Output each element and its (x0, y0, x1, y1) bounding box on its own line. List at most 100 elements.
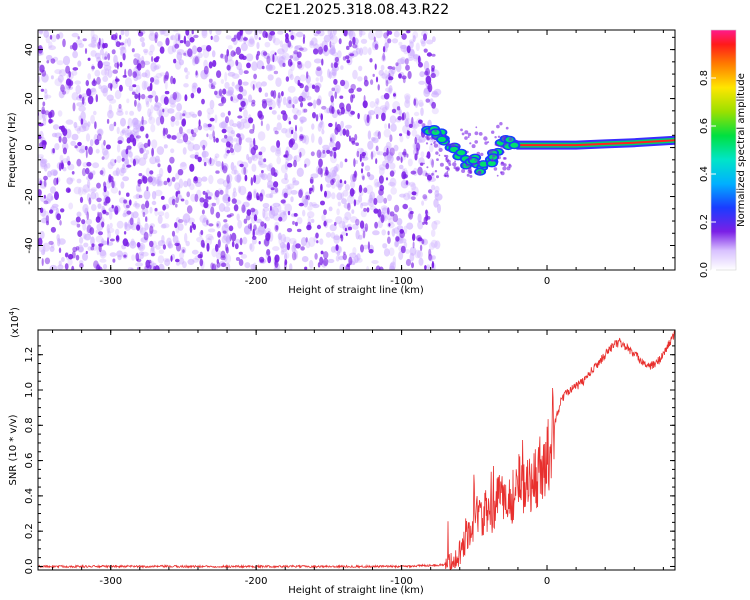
spectrogram-x-label: Height of straight line (km) (288, 285, 424, 296)
snr-scale-suffix: ) (10, 307, 21, 311)
noise-haze (100, 85, 109, 94)
noise-haze (116, 126, 120, 135)
noise-haze (83, 242, 89, 248)
noise-speck (321, 58, 324, 66)
noise-speck (401, 33, 407, 40)
noise-speck (115, 41, 121, 48)
noise-haze (215, 160, 222, 167)
noise-haze (384, 100, 390, 111)
noise-haze (54, 143, 60, 151)
noise-speck (166, 177, 171, 183)
noise-speck (243, 70, 249, 74)
noise-speck (415, 142, 420, 151)
noise-haze (151, 260, 155, 270)
noise-speck (216, 70, 222, 78)
noise-speck (194, 154, 199, 160)
noise-speck (163, 96, 169, 105)
noise-haze (178, 178, 184, 189)
noise-haze (131, 254, 136, 261)
noise-speck (378, 266, 384, 270)
noise-haze (376, 97, 380, 106)
noise-speck (214, 190, 220, 198)
noise-haze (365, 184, 374, 195)
noise-haze (143, 189, 151, 200)
noise-speck (278, 216, 283, 222)
noise-haze (359, 31, 366, 36)
noise-speck (410, 196, 416, 201)
noise-haze (374, 101, 378, 108)
signal-speck (494, 136, 497, 139)
noise-haze (383, 248, 390, 257)
noise-haze (104, 68, 110, 77)
noise-speck (142, 211, 146, 218)
noise-haze (340, 120, 344, 129)
signal-speck (472, 162, 476, 166)
noise-speck (356, 87, 362, 92)
noise-speck (299, 83, 304, 89)
signal-speck (434, 129, 437, 133)
noise-speck (71, 171, 75, 175)
colorbar-tick-label: 0.2 (699, 214, 710, 230)
noise-haze (433, 88, 442, 96)
noise-haze (364, 165, 371, 172)
noise-speck (138, 194, 143, 199)
noise-haze (432, 36, 436, 43)
noise-haze (176, 261, 180, 266)
noise-speck (145, 133, 149, 139)
noise-haze (193, 127, 199, 134)
noise-haze (51, 203, 59, 208)
signal-speck (505, 126, 509, 130)
signal-speck (430, 143, 433, 146)
noise-haze (192, 55, 201, 65)
noise-haze (202, 157, 210, 164)
noise-haze (50, 75, 54, 80)
noise-speck (403, 148, 407, 158)
noise-speck (171, 176, 176, 182)
x-tick-label: 0 (544, 276, 550, 287)
noise-speck (400, 156, 403, 163)
noise-haze (265, 123, 270, 131)
noise-haze (283, 236, 291, 243)
noise-haze (391, 38, 399, 44)
noise-haze (176, 132, 181, 140)
noise-haze (90, 191, 97, 200)
noise-speck (62, 147, 67, 155)
noise-speck (199, 251, 203, 259)
noise-haze (368, 110, 375, 116)
noise-speck (345, 129, 350, 138)
noise-speck (79, 196, 84, 203)
noise-speck (346, 45, 350, 51)
noise-speck (252, 228, 255, 238)
noise-haze (179, 161, 187, 171)
noise-haze (85, 218, 93, 225)
noise-haze (62, 55, 71, 66)
noise-speck (58, 136, 62, 143)
noise-speck (235, 257, 241, 261)
noise-speck (193, 176, 198, 182)
noise-haze (331, 66, 337, 77)
noise-haze (138, 251, 145, 256)
noise-haze (381, 55, 387, 62)
noise-speck (377, 208, 382, 218)
noise-haze (328, 141, 336, 148)
noise-speck (218, 88, 223, 97)
noise-speck (391, 108, 397, 114)
noise-speck (48, 111, 53, 119)
noise-speck (184, 94, 188, 102)
noise-haze (285, 101, 293, 109)
noise-speck (105, 144, 111, 150)
noise-speck (182, 133, 189, 143)
noise-speck (357, 112, 360, 120)
noise-haze (58, 260, 62, 266)
noise-speck (191, 30, 194, 35)
noise-speck (250, 222, 252, 232)
noise-haze (225, 186, 229, 196)
noise-speck (171, 198, 176, 206)
noise-haze (284, 172, 288, 181)
noise-speck (259, 192, 263, 197)
noise-speck (238, 251, 243, 255)
noise-speck (320, 250, 324, 255)
noise-haze (163, 144, 168, 149)
noise-haze (276, 156, 282, 165)
noise-speck (274, 52, 277, 56)
